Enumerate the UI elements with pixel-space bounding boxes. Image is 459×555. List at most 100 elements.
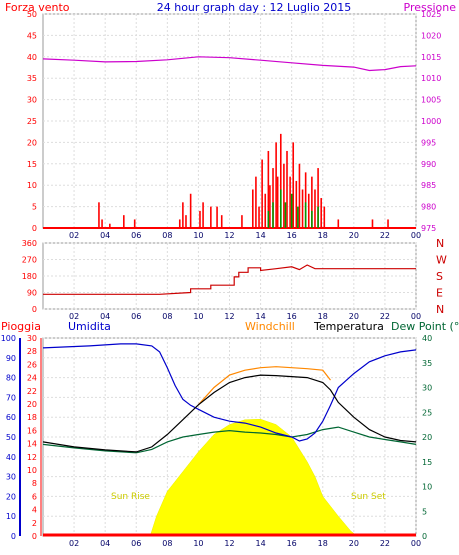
- y-tick-label-rain: 20: [27, 400, 37, 409]
- x-tick-label: 06: [131, 312, 141, 321]
- compass-label: N: [436, 237, 444, 250]
- x-tick-label: 06: [131, 231, 141, 240]
- y-tick-label-humidity: 30: [6, 473, 16, 482]
- y-tick-label-direction: 180: [22, 272, 37, 281]
- y-tick-label-direction: 270: [22, 256, 37, 265]
- y-tick-label-rain: 30: [27, 334, 37, 343]
- y-tick-label-humidity: 90: [6, 354, 16, 363]
- y-tick-label-wind: 45: [27, 31, 37, 40]
- x-tick-label: 04: [100, 312, 110, 321]
- y-tick-label-temperature: 20: [422, 433, 432, 442]
- wind-axis-title: Forza vento: [5, 1, 70, 14]
- y-tick-label-humidity: 80: [6, 374, 16, 383]
- x-tick-label: 00: [411, 231, 421, 240]
- y-tick-label-pressure: 1015: [421, 53, 441, 62]
- sunset-label: Sun Set: [351, 492, 386, 502]
- x-tick-label: 14: [255, 231, 265, 240]
- y-tick-label-humidity: 0: [11, 532, 16, 541]
- y-tick-label-rain: 14: [27, 440, 37, 449]
- x-tick-label: 00: [411, 539, 421, 548]
- y-tick-label-rain: 24: [27, 374, 37, 383]
- y-tick-label-direction: 90: [27, 289, 37, 298]
- y-tick-label-temperature: 5: [422, 507, 427, 516]
- y-tick-label-direction: 0: [32, 305, 37, 314]
- x-tick-label: 22: [380, 231, 390, 240]
- x-tick-label: 12: [224, 231, 234, 240]
- dewpoint-line: [42, 426, 417, 454]
- y-tick-label-wind: 25: [27, 117, 37, 126]
- y-tick-label-humidity: 60: [6, 413, 16, 422]
- y-tick-label-wind: 0: [32, 224, 37, 233]
- y-tick-label-rain: 18: [27, 413, 37, 422]
- y-tick-label-pressure: 975: [421, 224, 436, 233]
- y-tick-label-temperature: 15: [422, 458, 432, 467]
- windchill-legend: Windchill: [245, 320, 295, 333]
- x-tick-label: 12: [224, 539, 234, 548]
- temperature-legend: Temperatura: [313, 320, 384, 333]
- compass-label: E: [436, 287, 443, 300]
- x-tick-label: 04: [100, 231, 110, 240]
- y-tick-label-wind: 5: [32, 203, 37, 212]
- y-tick-label-rain: 2: [32, 519, 37, 528]
- pressure-line: [42, 56, 417, 72]
- y-tick-label-wind: 10: [27, 181, 37, 190]
- y-tick-label-temperature: 10: [422, 483, 432, 492]
- y-tick-label-pressure: 1005: [421, 96, 441, 105]
- y-tick-label-pressure: 1010: [421, 74, 441, 83]
- y-tick-label-rain: 6: [32, 492, 37, 501]
- sunrise-label: Sun Rise: [111, 492, 150, 502]
- y-tick-label-pressure: 1025: [421, 10, 441, 19]
- x-tick-label: 10: [193, 231, 203, 240]
- y-tick-label-rain: 12: [27, 453, 37, 462]
- y-tick-label-rain: 26: [27, 360, 37, 369]
- y-tick-label-pressure: 985: [421, 181, 436, 190]
- y-tick-label-temperature: 30: [422, 384, 432, 393]
- y-tick-label-pressure: 990: [421, 160, 436, 169]
- y-tick-label-temperature: 25: [422, 408, 432, 417]
- x-tick-label: 02: [69, 539, 79, 548]
- x-tick-label: 16: [287, 231, 297, 240]
- x-tick-label: 22: [380, 539, 390, 548]
- y-tick-label-wind: 15: [27, 160, 37, 169]
- y-tick-label-pressure: 1000: [421, 117, 441, 126]
- y-tick-label-wind: 30: [27, 96, 37, 105]
- y-tick-label-pressure: 995: [421, 138, 436, 147]
- y-tick-label-wind: 20: [27, 138, 37, 147]
- y-tick-label-wind: 35: [27, 74, 37, 83]
- y-tick-label-direction: 360: [22, 239, 37, 248]
- x-tick-label: 18: [318, 539, 328, 548]
- series-layer: [42, 56, 417, 537]
- x-tick-label: 16: [287, 312, 297, 321]
- x-tick-label: 08: [162, 539, 172, 548]
- chart-title: 24 hour graph day : 12 Luglio 2015: [157, 1, 352, 14]
- x-tick-label: 00: [411, 312, 421, 321]
- temperature-line: [42, 374, 417, 453]
- y-tick-label-humidity: 100: [1, 334, 16, 343]
- y-tick-label-humidity: 20: [6, 492, 16, 501]
- x-tick-label: 20: [349, 539, 359, 548]
- y-tick-label-humidity: 50: [6, 433, 16, 442]
- x-tick-label: 20: [349, 231, 359, 240]
- y-tick-label-rain: 4: [32, 506, 37, 515]
- y-tick-label-rain: 0: [32, 532, 37, 541]
- y-tick-label-rain: 10: [27, 466, 37, 475]
- solar-radiation-area: [149, 418, 358, 537]
- wind-direction-line: [43, 264, 416, 295]
- x-tick-label: 08: [162, 312, 172, 321]
- rain-axis-title: Pioggia: [1, 320, 41, 333]
- y-tick-label-wind: 40: [27, 53, 37, 62]
- x-tick-label: 02: [69, 312, 79, 321]
- y-tick-label-rain: 28: [27, 347, 37, 356]
- compass-label: S: [436, 270, 443, 283]
- y-tick-label-humidity: 70: [6, 393, 16, 402]
- x-tick-label: 04: [100, 539, 110, 548]
- x-tick-label: 22: [380, 312, 390, 321]
- humidity-axis-title: Umidita: [68, 320, 111, 333]
- x-tick-label: 10: [193, 539, 203, 548]
- x-tick-label: 14: [255, 539, 265, 548]
- x-tick-label: 16: [287, 539, 297, 548]
- y-tick-label-temperature: 40: [422, 334, 432, 343]
- y-tick-label-temperature: 35: [422, 359, 432, 368]
